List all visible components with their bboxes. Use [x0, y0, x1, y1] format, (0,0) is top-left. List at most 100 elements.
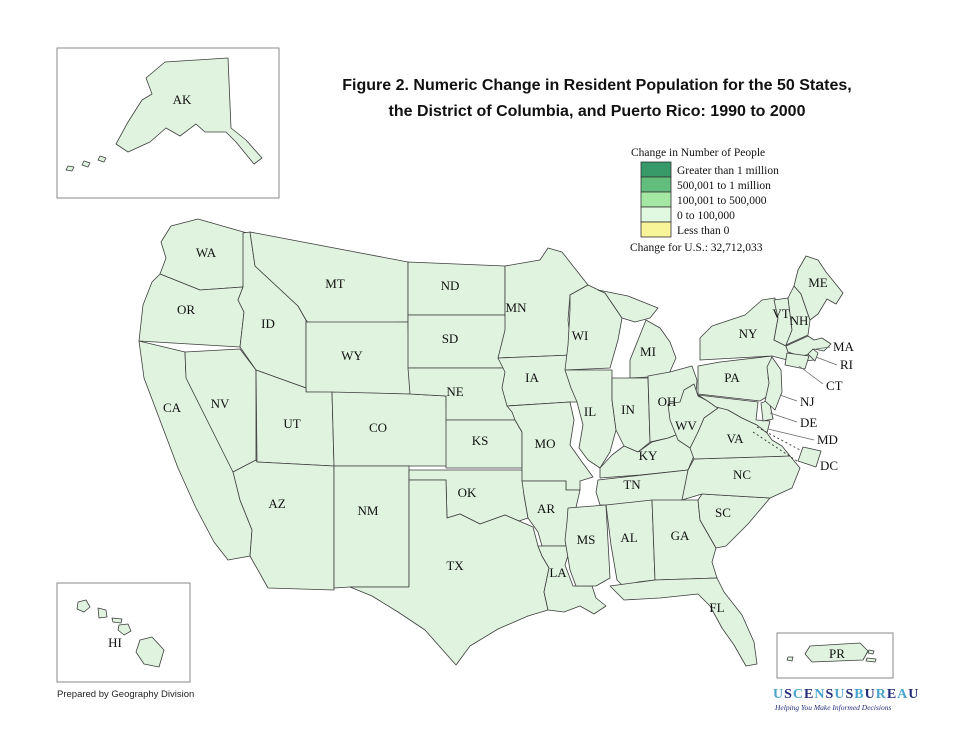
puerto-rico-main — [804, 642, 869, 663]
state-ms — [564, 504, 611, 587]
leader-line-ri — [815, 356, 838, 366]
state-label-mt: MT — [325, 276, 345, 291]
state-label-md: MD — [817, 432, 838, 447]
state-label-id: ID — [261, 316, 275, 331]
state-label-vt: VT — [772, 306, 789, 321]
state-label-hi: HI — [108, 635, 122, 650]
state-label-ct: CT — [826, 378, 843, 393]
census-bureau-logo: USCENSUSBUREAU Helping You Make Informed… — [773, 687, 918, 712]
state-label-me: ME — [808, 275, 828, 290]
state-label-la: LA — [549, 565, 567, 580]
state-label-al: AL — [620, 530, 637, 545]
figure-title-line2: the District of Columbia, and Puerto Ric… — [389, 103, 806, 120]
state-label-ri: RI — [840, 357, 853, 372]
leader-line-de — [769, 412, 798, 423]
state-dc — [797, 446, 822, 468]
state-label-ut: UT — [283, 416, 300, 431]
hawaii-molokai — [111, 617, 123, 624]
prepared-by-note: Prepared by Geography Division — [57, 689, 194, 700]
legend-label-lt0: Less than 0 — [677, 225, 730, 237]
state-mi-upper — [597, 289, 659, 323]
census-bureau-tagline: Helping You Make Informed Decisions — [774, 703, 891, 712]
state-fl — [609, 577, 758, 667]
leader-line-ct — [798, 365, 824, 385]
legend-swatch-gt1m — [640, 161, 672, 178]
state-label-pr: PR — [829, 646, 845, 661]
state-label-nj: NJ — [800, 394, 814, 409]
legend-swatch-500k-1m — [640, 176, 672, 193]
state-label-nd: ND — [441, 278, 460, 293]
state-label-az: AZ — [268, 496, 285, 511]
figure-title-line1: Figure 2. Numeric Change in Resident Pop… — [342, 77, 851, 94]
state-co — [331, 391, 449, 467]
state-label-wi: WI — [572, 328, 589, 343]
state-label-ca: CA — [163, 400, 182, 415]
state-label-co: CO — [369, 420, 387, 435]
aleutian-island-1 — [97, 155, 107, 163]
hawaii-maui — [117, 623, 132, 636]
hawaii-kauai — [76, 599, 91, 613]
state-label-sc: SC — [715, 505, 731, 520]
puerto-rico-mona — [786, 656, 794, 662]
state-label-ky: KY — [639, 448, 658, 463]
legend-title: Change in Number of People — [631, 147, 765, 159]
state-label-ak: AK — [173, 92, 192, 107]
state-label-nv: NV — [211, 396, 230, 411]
leader-line-md — [767, 428, 815, 441]
state-label-pa: PA — [724, 370, 740, 385]
puerto-rico-vieques — [865, 657, 877, 663]
legend-label-500k-1m: 500,001 to 1 million — [677, 180, 771, 192]
state-ri — [807, 348, 819, 362]
state-label-va: VA — [726, 431, 744, 446]
state-label-dc: DC — [820, 458, 838, 473]
state-label-tx: TX — [446, 558, 464, 573]
puerto-rico-culebra — [867, 649, 875, 655]
legend-label-100k-500k: 100,001 to 500,000 — [677, 195, 767, 207]
state-label-wa: WA — [196, 245, 217, 260]
state-label-tn: TN — [623, 477, 641, 492]
hawaii-big-island — [135, 636, 165, 668]
states-layer — [65, 57, 877, 668]
state-label-mo: MO — [535, 436, 556, 451]
state-nj — [764, 356, 783, 411]
state-label-ms: MS — [577, 532, 596, 547]
state-label-wv: WV — [675, 418, 697, 433]
state-me — [793, 255, 844, 321]
state-sc — [697, 493, 771, 549]
legend-us-total: Change for U.S.: 32,712,033 — [630, 242, 763, 254]
state-label-sd: SD — [442, 331, 459, 346]
state-label-ny: NY — [739, 326, 758, 341]
legend-label-0-100k: 0 to 100,000 — [677, 210, 735, 222]
legend-swatch-lt0 — [640, 221, 672, 238]
state-label-il: IL — [584, 404, 596, 419]
state-label-fl: FL — [709, 600, 724, 615]
leader-line-nj — [779, 394, 798, 402]
state-mn — [497, 247, 589, 359]
state-label-ks: KS — [472, 433, 489, 448]
leader-lines — [752, 346, 838, 462]
state-nc — [681, 455, 801, 501]
state-labels-layer: WA OR CA ID NV MT WY UT CO AZ NM ND SD NE KS OK TX MN IA MO… — [108, 92, 854, 661]
state-label-ne: NE — [446, 384, 463, 399]
state-md — [697, 394, 771, 434]
state-ak — [115, 57, 263, 165]
leader-line-ma — [815, 346, 831, 350]
state-al — [605, 499, 656, 591]
state-label-nm: NM — [358, 503, 379, 518]
hawaii-oahu — [97, 607, 108, 619]
legend-swatch-0-100k — [640, 206, 672, 223]
state-label-mi: MI — [640, 344, 656, 359]
legend: Change in Number of People Greater than … — [630, 147, 779, 254]
state-label-ma: MA — [833, 339, 855, 354]
legend-swatch-100k-500k — [640, 191, 672, 208]
state-label-or: OR — [177, 302, 195, 317]
state-la — [537, 545, 607, 615]
state-label-ia: IA — [525, 370, 539, 385]
state-label-ga: GA — [671, 528, 690, 543]
state-label-ok: OK — [458, 485, 477, 500]
state-label-wy: WY — [341, 348, 363, 363]
state-ct — [784, 352, 810, 370]
state-label-ar: AR — [537, 501, 555, 516]
